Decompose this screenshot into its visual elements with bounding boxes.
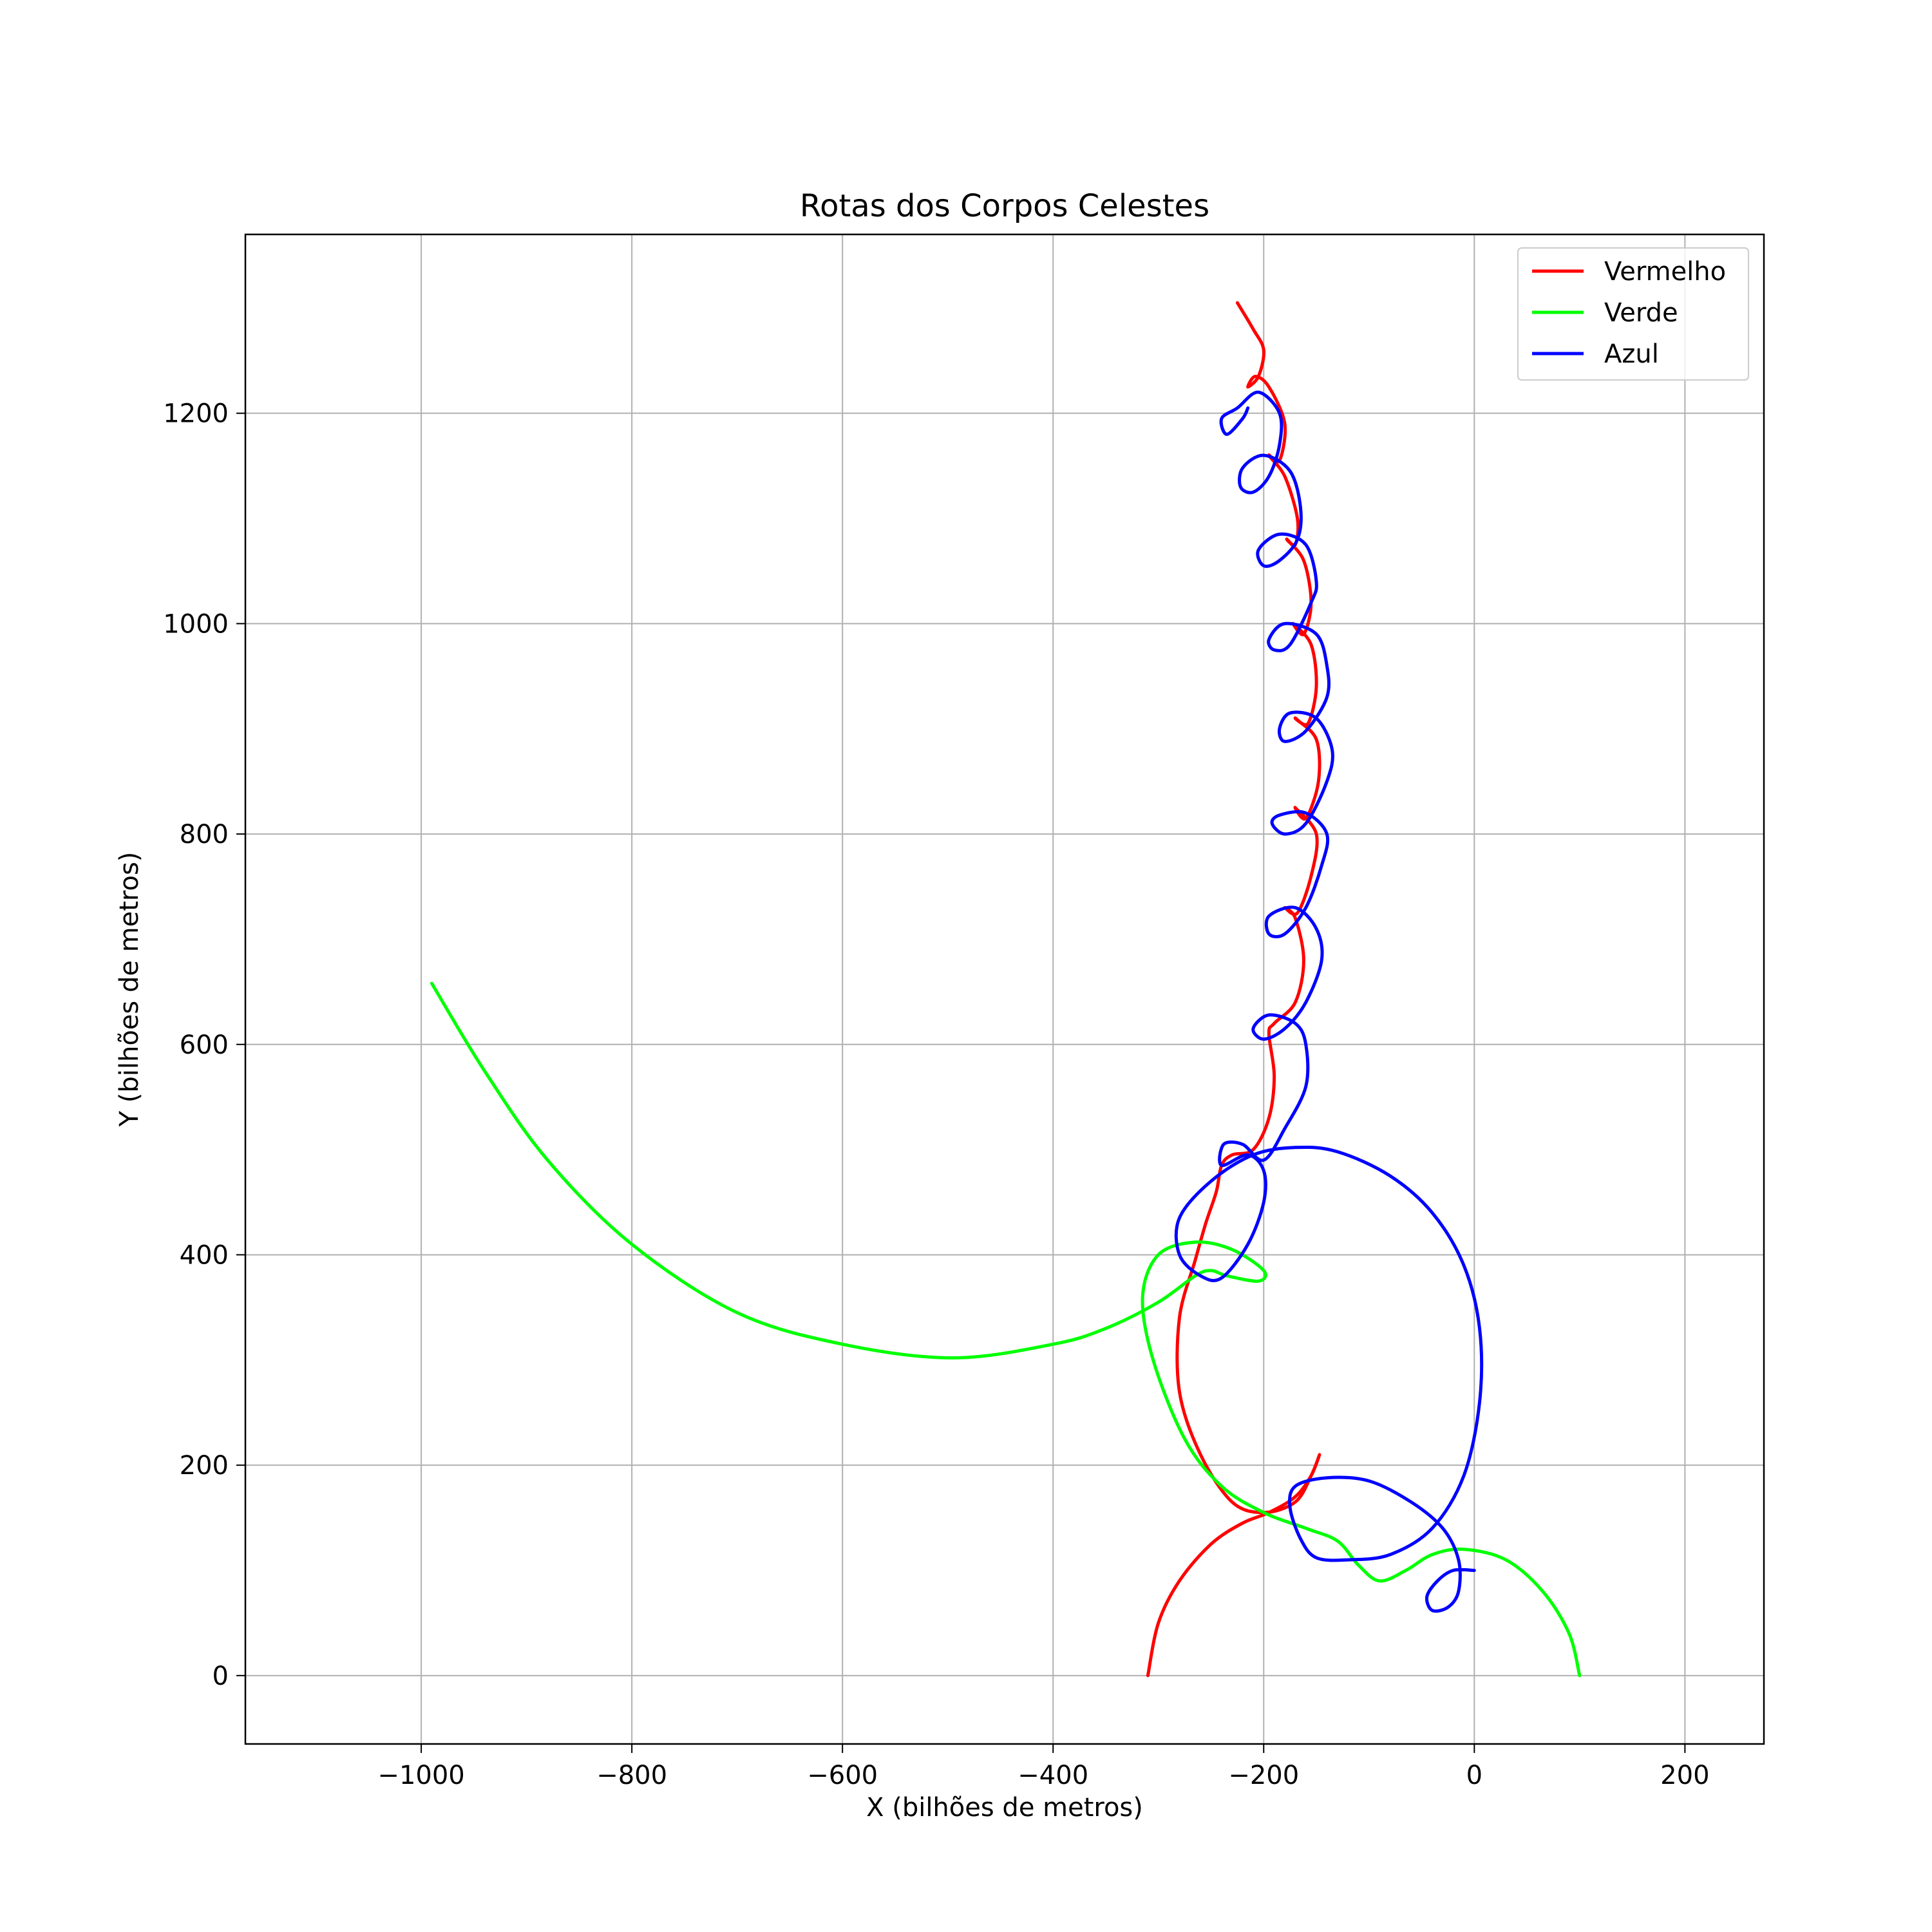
- legend-label: Azul: [1604, 339, 1659, 369]
- y-tick-label: 200: [180, 1451, 229, 1481]
- x-tick-label: −200: [1228, 1761, 1299, 1790]
- y-tick-label: 1000: [163, 609, 229, 639]
- legend-box: [1517, 247, 1749, 381]
- x-tick-label: −1000: [377, 1761, 464, 1790]
- y-tick-label: 400: [180, 1240, 229, 1270]
- series-group: [430, 301, 1582, 1678]
- legend: Vermelho Verde Azul: [1517, 247, 1749, 381]
- x-axis-label: X (bilhões de metros): [866, 1793, 1143, 1823]
- legend-label: Verde: [1604, 298, 1678, 328]
- grid: [245, 234, 1764, 1744]
- chart-title: Rotas dos Corpos Celestes: [800, 188, 1209, 224]
- x-tick-label: −600: [807, 1761, 878, 1790]
- y-tick-label: 0: [213, 1662, 229, 1691]
- x-tick-label: −400: [1018, 1761, 1088, 1790]
- y-tick-label: 600: [180, 1030, 229, 1060]
- y-axis-label: Y (bilhões de metros): [115, 852, 144, 1128]
- y-tick-label: 800: [180, 820, 229, 849]
- x-tick-label: 200: [1660, 1761, 1709, 1790]
- x-tick-label: 0: [1466, 1761, 1482, 1790]
- series-line-verde: [430, 981, 1582, 1678]
- series-line-vermelho: [1146, 301, 1321, 1678]
- y-tick-label: 1200: [163, 399, 229, 429]
- legend-label: Vermelho: [1604, 257, 1726, 287]
- series-line-azul: [1174, 390, 1484, 1613]
- plot-frame: [244, 233, 1765, 1745]
- ticks: −1000 −800 −600 −400 −200 0 200 0 200 400 600 800 10…: [163, 399, 1709, 1790]
- x-tick-label: −800: [596, 1761, 667, 1790]
